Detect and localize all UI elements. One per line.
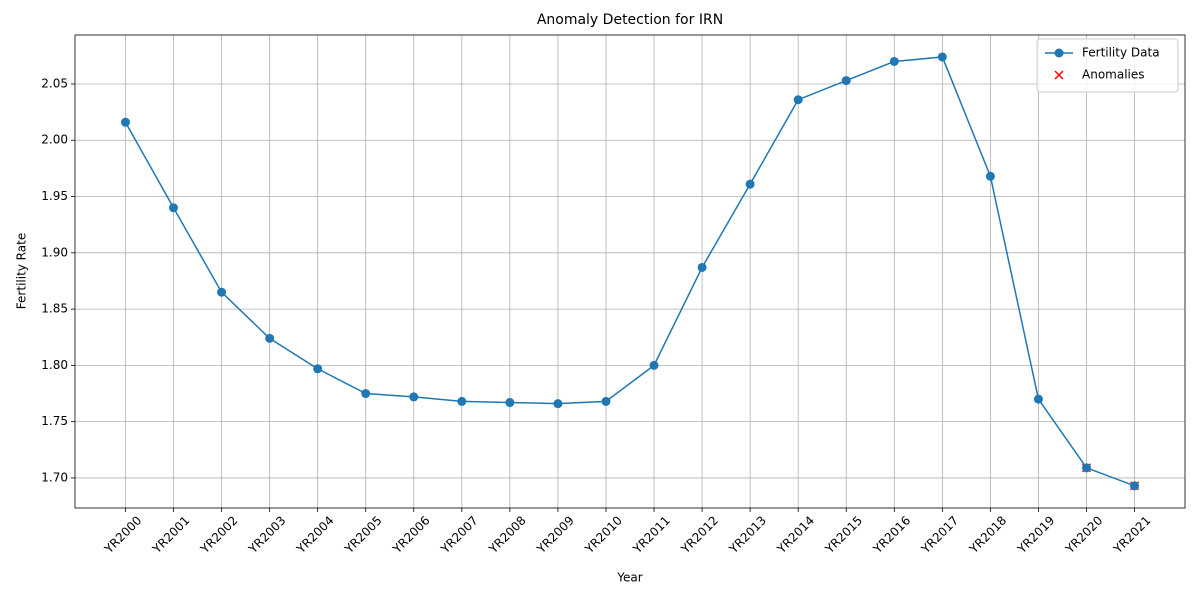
point-marker [937, 52, 947, 62]
point-marker [697, 262, 707, 272]
legend-symbol [1054, 70, 1064, 80]
y-tick-label: 1.70 [41, 470, 68, 484]
point-marker [457, 396, 467, 406]
point-marker [985, 171, 995, 181]
point-marker [745, 179, 755, 189]
point-marker [793, 95, 803, 105]
legend-label: Anomalies [1082, 68, 1145, 82]
legend-marker [1054, 70, 1064, 80]
x-axis-label: Year [616, 571, 642, 585]
y-tick-label: 1.95 [41, 189, 68, 203]
y-tick-label: 1.85 [41, 302, 68, 316]
y-tick-label: 1.90 [41, 245, 68, 259]
point-marker [649, 360, 659, 370]
y-tick-label: 1.80 [41, 358, 68, 372]
point-marker [217, 287, 227, 297]
point-marker [409, 392, 419, 402]
point-marker [505, 398, 515, 408]
point-marker [1130, 481, 1140, 491]
point-marker [1033, 394, 1043, 404]
point-marker [120, 117, 130, 127]
chart-title: Anomaly Detection for IRN [537, 12, 723, 28]
y-tick-label: 2.05 [41, 76, 68, 90]
point-marker [169, 203, 179, 213]
y-tick-label: 1.75 [41, 414, 68, 428]
point-marker [361, 389, 371, 399]
point-marker [841, 76, 851, 86]
point-marker [1081, 463, 1091, 473]
legend: Fertility Data Anomalies [1036, 38, 1179, 93]
point-marker [313, 364, 323, 374]
legend-symbol [1054, 48, 1064, 58]
plot-frame [74, 34, 1186, 509]
legend-label: Fertility Data [1082, 46, 1160, 60]
point-marker [553, 399, 563, 409]
point-marker [889, 56, 899, 66]
y-tick-label: 2.00 [41, 133, 68, 147]
legend-marker [1054, 48, 1064, 58]
point-marker [265, 333, 275, 343]
point-marker [601, 396, 611, 406]
line [124, 56, 1135, 487]
marks-layer [120, 52, 1140, 491]
y-axis-label: Fertility Rate [15, 233, 29, 309]
